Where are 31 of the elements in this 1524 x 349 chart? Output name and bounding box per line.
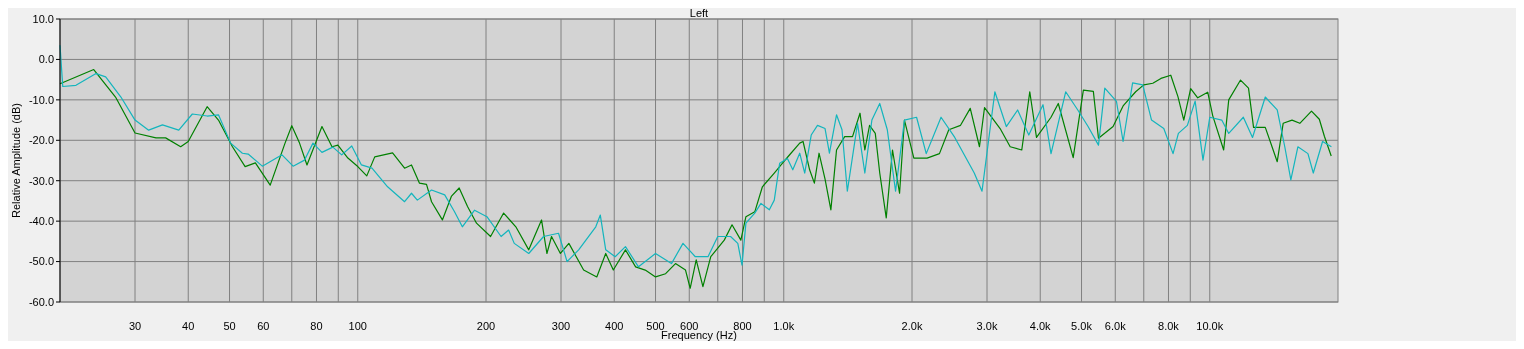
x-tick-label: 100 xyxy=(348,320,367,332)
y-tick-label: -30.0 xyxy=(28,174,54,187)
chart-title: Left xyxy=(689,7,709,19)
x-tick-label: 600 xyxy=(680,320,699,332)
x-tick-label: 80 xyxy=(310,320,323,332)
x-tick-label: 300 xyxy=(551,320,571,332)
x-tick-label: 30 xyxy=(128,320,142,332)
y-tick-label: 10.0 xyxy=(32,12,54,25)
x-tick-label: 2.0k xyxy=(901,320,923,332)
x-tick-label: 8.0k xyxy=(1158,320,1180,332)
x-tick-label: 400 xyxy=(605,320,624,332)
x-tick-label: 200 xyxy=(476,320,496,332)
y-axis-title: Relative Amplitude (dB) xyxy=(10,103,22,218)
x-tick-label: 3.0k xyxy=(976,320,998,332)
x-tick-label: 50 xyxy=(223,320,236,332)
x-tick-label: 500 xyxy=(646,320,665,332)
y-tick-label: -10.0 xyxy=(28,93,54,106)
x-axis-title: Frequency (Hz) xyxy=(661,329,737,341)
y-tick-label: 0.0 xyxy=(38,53,54,66)
x-tick-label: 40 xyxy=(182,320,195,332)
x-tick-label: 4.0k xyxy=(1029,320,1052,332)
x-tick-label: 10.0k xyxy=(1196,320,1224,332)
y-tick-label: -60.0 xyxy=(28,295,54,308)
x-tick-label: 800 xyxy=(733,320,752,332)
y-tick-label: -50.0 xyxy=(28,255,54,268)
y-tick-label: -40.0 xyxy=(28,214,54,227)
x-tick-label: 60 xyxy=(257,320,270,332)
y-tick-label: -20.0 xyxy=(28,134,54,147)
x-tick-label: 6.0k xyxy=(1104,320,1127,332)
x-tick-label: 1.0k xyxy=(773,320,795,332)
x-tick-label: 5.0k xyxy=(1071,320,1093,332)
